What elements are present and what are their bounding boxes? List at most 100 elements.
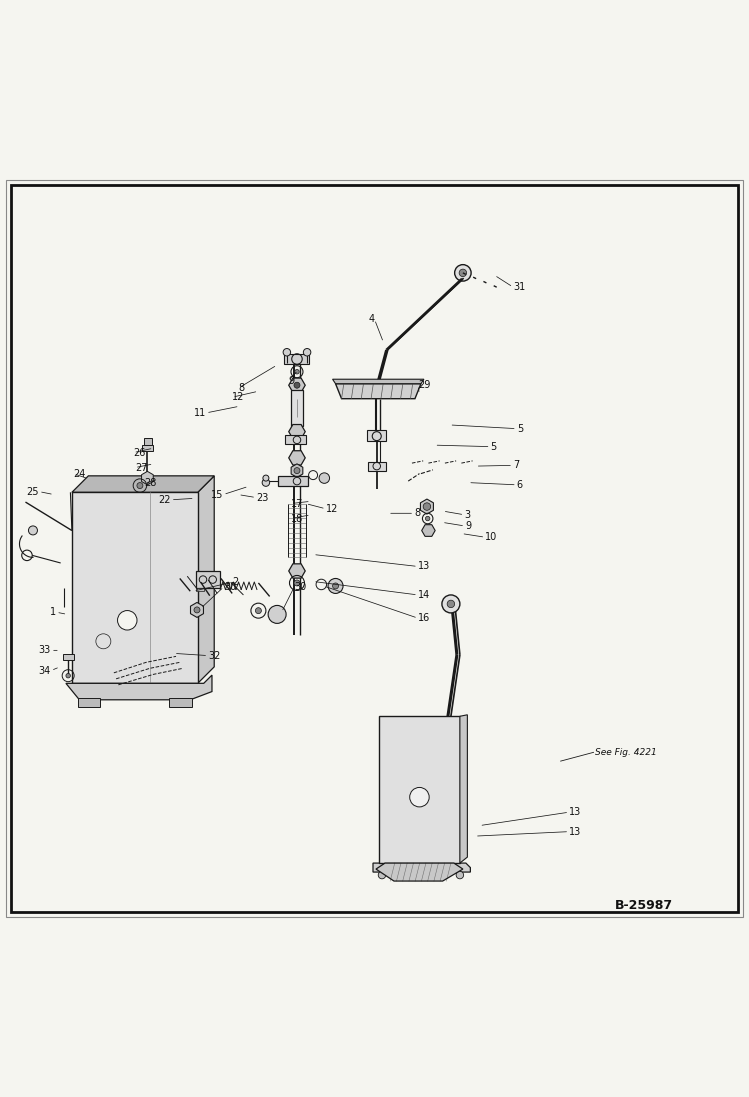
Text: 8: 8 <box>414 508 420 518</box>
Text: 25: 25 <box>26 487 39 497</box>
Circle shape <box>137 483 143 488</box>
Bar <box>278 476 308 486</box>
Text: 27: 27 <box>135 463 148 473</box>
Text: 33: 33 <box>39 645 51 655</box>
Circle shape <box>283 349 291 357</box>
Circle shape <box>456 871 464 879</box>
Circle shape <box>442 595 460 613</box>
Bar <box>285 436 306 444</box>
Text: 13: 13 <box>569 827 581 837</box>
Bar <box>196 572 220 588</box>
Text: See Fig. 4221: See Fig. 4221 <box>595 748 657 757</box>
Polygon shape <box>72 476 214 493</box>
Circle shape <box>28 525 37 535</box>
Text: 8: 8 <box>238 383 244 393</box>
Text: 9: 9 <box>288 376 294 386</box>
Polygon shape <box>142 472 154 485</box>
Text: 30: 30 <box>294 581 306 591</box>
Polygon shape <box>289 425 306 439</box>
Text: 29: 29 <box>418 381 431 391</box>
Text: 12: 12 <box>232 393 245 403</box>
Circle shape <box>425 517 430 521</box>
Circle shape <box>294 467 300 474</box>
Circle shape <box>319 473 330 484</box>
Text: 9: 9 <box>465 521 471 531</box>
Text: 22: 22 <box>158 495 171 505</box>
Text: 7: 7 <box>513 461 519 471</box>
Circle shape <box>194 607 200 613</box>
Circle shape <box>118 611 137 630</box>
Text: 6: 6 <box>517 479 523 490</box>
Text: 30: 30 <box>224 581 236 591</box>
Circle shape <box>328 578 343 593</box>
Bar <box>368 462 386 471</box>
Bar <box>63 655 74 660</box>
Circle shape <box>294 382 300 388</box>
Circle shape <box>268 606 286 623</box>
Polygon shape <box>376 863 463 881</box>
Circle shape <box>378 871 386 879</box>
Text: 34: 34 <box>39 666 51 676</box>
Polygon shape <box>289 564 306 578</box>
Circle shape <box>455 264 471 281</box>
Circle shape <box>410 788 429 807</box>
Circle shape <box>423 502 431 510</box>
Polygon shape <box>198 476 214 683</box>
Polygon shape <box>289 378 306 393</box>
Text: 14: 14 <box>418 590 430 600</box>
Circle shape <box>66 674 70 678</box>
Text: 18: 18 <box>291 513 303 523</box>
Bar <box>169 699 192 708</box>
Polygon shape <box>289 451 306 465</box>
Text: 31: 31 <box>513 282 525 292</box>
Bar <box>284 353 309 364</box>
Bar <box>142 445 154 451</box>
Text: 5: 5 <box>491 442 497 452</box>
Polygon shape <box>460 715 467 863</box>
Polygon shape <box>336 384 421 398</box>
Text: 15: 15 <box>210 489 223 499</box>
Polygon shape <box>373 863 470 872</box>
Polygon shape <box>66 675 212 700</box>
Circle shape <box>255 608 261 613</box>
Circle shape <box>303 349 311 357</box>
Circle shape <box>294 370 300 374</box>
Circle shape <box>451 864 457 871</box>
Bar <box>196 588 204 591</box>
Text: 13: 13 <box>418 562 430 572</box>
Text: 16: 16 <box>418 613 430 623</box>
Circle shape <box>447 600 455 608</box>
Text: 3: 3 <box>464 510 470 520</box>
Text: 11: 11 <box>194 408 206 418</box>
Circle shape <box>333 583 339 589</box>
Text: 24: 24 <box>73 468 86 478</box>
Text: 4: 4 <box>369 315 374 325</box>
Text: 12: 12 <box>326 504 339 513</box>
Polygon shape <box>291 464 303 477</box>
Text: 17: 17 <box>291 498 303 509</box>
Text: B-25987: B-25987 <box>615 898 673 912</box>
Polygon shape <box>422 524 435 536</box>
FancyBboxPatch shape <box>6 180 743 917</box>
Polygon shape <box>333 380 424 384</box>
Polygon shape <box>420 499 434 514</box>
Bar <box>144 438 152 445</box>
Bar <box>367 430 386 441</box>
Text: 23: 23 <box>256 493 269 502</box>
Text: 28: 28 <box>145 478 157 488</box>
Text: 10: 10 <box>485 532 497 542</box>
Text: 2: 2 <box>232 577 238 587</box>
Polygon shape <box>190 602 204 618</box>
Circle shape <box>263 475 269 482</box>
Circle shape <box>459 269 467 276</box>
Circle shape <box>382 864 388 871</box>
Bar <box>291 389 303 426</box>
Bar <box>78 699 100 708</box>
Bar <box>379 716 460 863</box>
Circle shape <box>294 580 300 586</box>
Text: 1: 1 <box>50 607 56 618</box>
Circle shape <box>262 479 270 486</box>
Text: 13: 13 <box>569 807 581 817</box>
Text: 5: 5 <box>517 423 523 433</box>
Text: 26: 26 <box>133 448 146 457</box>
